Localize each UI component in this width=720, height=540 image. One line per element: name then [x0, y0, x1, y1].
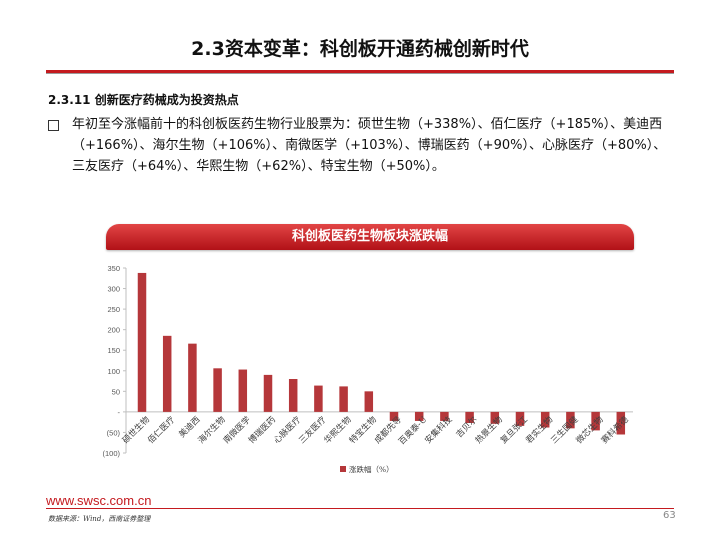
- y-tick-label: 300: [107, 285, 120, 294]
- y-tick-label: 250: [107, 305, 120, 314]
- bar: [288, 379, 298, 412]
- legend-label: 涨跌幅（%）: [349, 464, 394, 474]
- chart-title-banner: 科创板医药生物板块涨跌幅: [106, 224, 634, 250]
- bar: [389, 411, 399, 421]
- bar: [238, 369, 248, 412]
- title-divider: [46, 70, 674, 73]
- bar: [162, 335, 172, 412]
- bar: [188, 343, 197, 412]
- y-tick-label: (50): [107, 428, 121, 437]
- y-tick-label: 150: [107, 346, 120, 355]
- footer-divider: [46, 508, 674, 509]
- bar: [566, 411, 575, 429]
- bar: [314, 385, 323, 412]
- checkbox-bullet-icon: [48, 120, 59, 131]
- x-tick-label: 安集科技: [423, 414, 455, 446]
- bar: [540, 411, 550, 428]
- y-tick-label: 50: [112, 387, 120, 396]
- y-tick-label: 350: [107, 264, 120, 273]
- bar: [339, 386, 348, 412]
- bar: [490, 411, 500, 424]
- bar: [465, 411, 474, 423]
- bar: [414, 411, 424, 421]
- bar: [364, 391, 374, 412]
- page-number: 63: [663, 510, 676, 521]
- bar: [515, 411, 525, 426]
- x-tick-label: 百奥泰-U: [396, 414, 429, 447]
- footer-url-link[interactable]: www.swsc.com.cn: [46, 493, 152, 508]
- y-tick-label: 100: [107, 367, 120, 376]
- bar: [440, 411, 449, 421]
- bullet-text: 年初至今涨幅前十的科创板医药生物行业股票为：硕世生物（+338%）、佰仁医疗（+…: [72, 117, 667, 174]
- bar: [591, 411, 600, 431]
- bar: [616, 411, 626, 435]
- legend-swatch: [340, 466, 346, 472]
- x-tick-label: 佰仁医疗: [145, 414, 177, 446]
- bar: [263, 374, 273, 412]
- y-tick-label: 200: [107, 326, 120, 335]
- bar: [213, 368, 222, 412]
- footer-source-note: 数据来源：Wind，西南证券整理: [48, 515, 151, 523]
- section-heading: 2.3.11 创新医疗药械成为投资热点: [48, 93, 239, 107]
- slide-title: 2.3资本变革：科创板开通药械创新时代: [191, 38, 529, 60]
- bar: [137, 272, 147, 412]
- x-tick-label: 赛科希德: [599, 414, 631, 446]
- y-tick-label: -: [118, 408, 121, 417]
- y-tick-label: (100): [102, 449, 120, 458]
- title-divider-shadow: [46, 73, 674, 74]
